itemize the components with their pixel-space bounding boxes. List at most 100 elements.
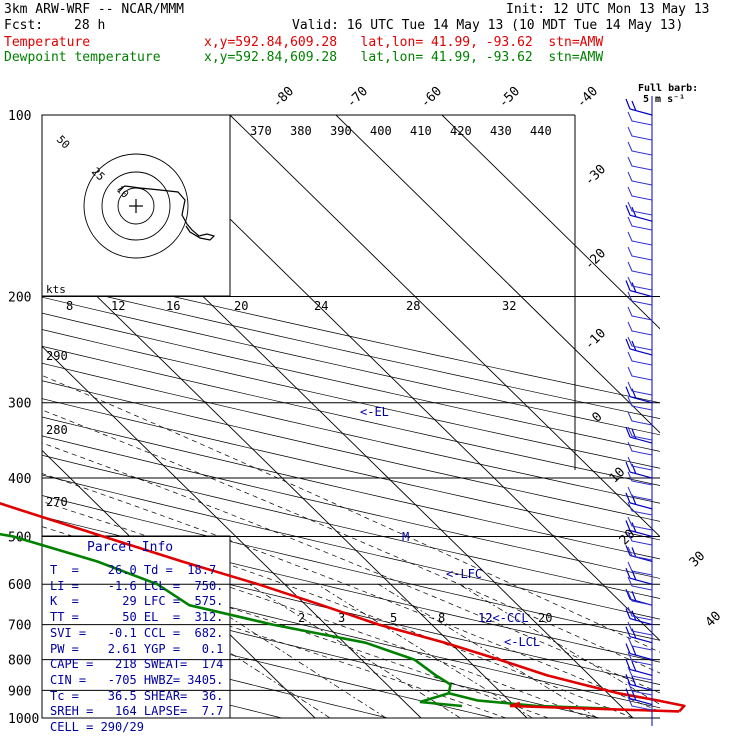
wind-barb: [627, 216, 653, 231]
parcel-info-panel: Parcel Info T = 26.0 Td = 18.7 LI = -1.6 …: [42, 536, 230, 734]
wind-barb: [627, 321, 653, 336]
wind-speed-label: 32: [502, 299, 516, 313]
isotherm-label: -60: [418, 84, 445, 111]
mixing-ratio-line: [317, 583, 533, 718]
wind-barb: [627, 201, 653, 216]
pressure-tick-label: 400: [8, 472, 31, 487]
barb-key-title: Full barb:: [638, 83, 699, 94]
wind-barb: [627, 666, 653, 681]
pressure-tick-label: 700: [8, 619, 31, 634]
parcel-info-row: Tc = 36.5 SHEAR= 36.: [50, 688, 224, 703]
dewpoint-location: x,y=592.84,609.28 lat,lon= 41.99, -93.62…: [204, 50, 604, 65]
wind-barb: [627, 591, 653, 606]
parcel-annotation: M: [402, 530, 409, 544]
wind-barb: [627, 351, 653, 366]
parcel-info-row: K = 29 LFC = 575.: [50, 594, 224, 609]
wind-barb: [627, 186, 653, 201]
isotherm: [335, 115, 660, 434]
isotherm-label: -50: [496, 84, 523, 111]
wind-barb: [627, 111, 653, 126]
wind-barb: [627, 276, 653, 291]
wind-barb: [625, 608, 653, 626]
wind-barb: [625, 643, 653, 661]
mixing-ratio-label: 8: [438, 611, 445, 625]
parcel-info-row: SVI = -0.1 CCL = 682.: [50, 625, 224, 640]
theta-label: 440: [530, 124, 552, 138]
wind-barb: [627, 651, 653, 666]
isotherm-label: -40: [574, 84, 601, 111]
isotherm: [229, 115, 660, 538]
dry-adiabat: [42, 329, 660, 469]
forecast-label: Fcst:: [4, 18, 44, 33]
hodograph-units: kts: [46, 283, 66, 296]
wind-barb: [627, 576, 653, 591]
isotherm-label: -20: [582, 246, 609, 273]
dry-adiabat-label: 290: [46, 349, 68, 363]
wind-barb: [625, 568, 653, 585]
wind-barb: [627, 141, 653, 156]
wind-barb: [627, 681, 653, 696]
isotherm: [441, 115, 660, 330]
parcel-info-row: PW = 2.61 YGP = 0.1: [50, 641, 224, 656]
barb-key-units: 5 m s⁻¹: [643, 94, 686, 105]
wind-barb: [627, 381, 653, 396]
wind-speed-label: 24: [314, 299, 328, 313]
dry-adiabat: [42, 312, 660, 452]
wind-barb: [627, 441, 653, 456]
valid-time: Valid: 16 UTC Tue 14 May 13 (10 MDT Tue …: [292, 18, 684, 33]
wind-barb: [627, 246, 653, 261]
pressure-tick-label: 600: [8, 578, 31, 593]
theta-label: 390: [330, 124, 352, 138]
isotherm-label: -10: [582, 326, 609, 353]
pressure-tick-label: 1000: [8, 712, 39, 727]
parcel-info-row: CELL = 290/29: [50, 720, 144, 734]
mixing-ratio-line: [249, 583, 461, 718]
wind-barb: [627, 396, 653, 411]
isotherm: [42, 241, 528, 718]
dry-adiabat: [42, 345, 660, 486]
wind-barb: [627, 366, 653, 381]
dry-adiabat: [42, 281, 660, 419]
hodograph-trace: [117, 185, 216, 241]
wind-barb: [627, 126, 653, 141]
wind-barb: [627, 516, 653, 531]
wind-barb: [627, 546, 653, 561]
wind-barb: [625, 426, 653, 444]
wind-barb: [627, 501, 653, 516]
parcel-info-row: LI = -1.6 LCL = 750.: [50, 578, 224, 593]
parcel-info-row: TT = 50 EL = 312.: [50, 610, 224, 625]
dry-adiabat: [42, 435, 660, 579]
temperature-profile: [0, 502, 686, 713]
wind-barb: [625, 674, 653, 691]
forecast-hour: 28 h: [74, 18, 106, 33]
dry-adiabat: [42, 265, 660, 404]
parcel-info-row: CAPE = 218 SWEAT= 174: [50, 657, 224, 672]
wind-barb: [627, 261, 653, 276]
parcel-annotation: <-EL: [360, 405, 389, 419]
wind-barb: [627, 531, 653, 546]
dry-adiabat: [42, 454, 660, 599]
temperature-location: x,y=592.84,609.28 lat,lon= 41.99, -93.62…: [204, 35, 604, 50]
wind-speed-label: 8: [66, 299, 73, 313]
isotherm-label: 30: [687, 549, 709, 571]
pressure-tick-label: 100: [8, 109, 31, 124]
wind-barb: [627, 471, 653, 486]
dry-adiabat: [42, 582, 600, 718]
mixing-ratio-label: 12: [478, 611, 492, 625]
dewpoint-legend: Dewpoint temperature: [4, 50, 161, 65]
wind-barb: [627, 171, 653, 186]
theta-label: 420: [450, 124, 472, 138]
parcel-annotation: <-LFC: [446, 567, 482, 581]
wind-barb: [627, 426, 653, 441]
wind-barb: [627, 291, 653, 306]
parcel-info-title: Parcel Info: [87, 540, 174, 555]
isotherm-label: -30: [582, 162, 609, 189]
hodograph-ring: [83, 153, 189, 259]
pressure-tick-label: 200: [8, 291, 31, 306]
isotherm-label: 10: [607, 465, 629, 487]
wind-speed-label: 20: [234, 299, 248, 313]
parcel-annotation: 12<-CCL: [478, 611, 529, 625]
dry-adiabat: [42, 606, 494, 718]
pressure-tick-label: 900: [8, 684, 31, 699]
